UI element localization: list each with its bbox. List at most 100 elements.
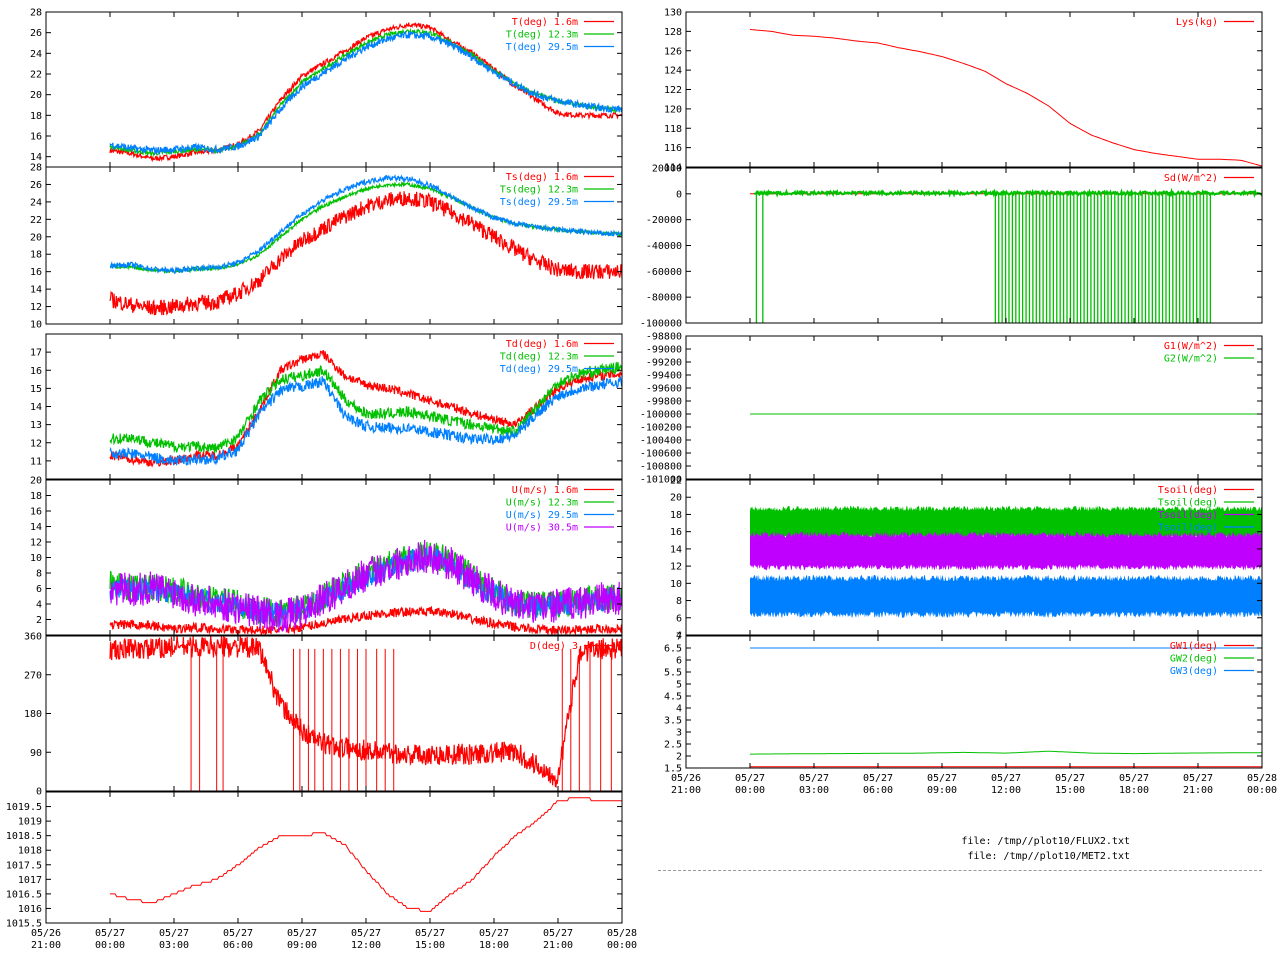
ytick-label: 14 [30, 522, 42, 533]
series-line-tsonic-2 [110, 174, 622, 274]
xtick-time-label: 15:00 [1055, 785, 1085, 796]
legend-label: G1(W/m^2) [1164, 341, 1218, 352]
ytick-label: 120 [664, 104, 682, 115]
separator [658, 870, 1262, 871]
file-list: file: /tmp//plot10/FLUX2.txt file: /tmp/… [870, 834, 1130, 864]
ytick-label: -100000 [640, 410, 682, 421]
xtick-time-label: 21:00 [671, 785, 701, 796]
ytick-label: 2 [36, 615, 42, 626]
ytick-label: -100400 [640, 436, 682, 447]
xtick-date-label: 05/27 [1119, 773, 1149, 784]
ytick-label: 10 [30, 320, 42, 331]
chart-tsoil: 46810121416182022Tsoil(deg)Tsoil(deg)Tso… [670, 476, 1263, 642]
xtick-date-label: 05/27 [991, 773, 1021, 784]
ytick-label: 28 [30, 163, 42, 174]
ytick-label: 22 [30, 70, 42, 81]
xtick-date-label: 05/27 [351, 928, 381, 939]
ytick-label: 0 [36, 787, 42, 798]
ytick-label: 14 [30, 152, 42, 163]
series-line-temp-2 [109, 30, 622, 156]
ytick-label: 1015.5 [6, 919, 42, 930]
xtick-date-label: 05/27 [863, 773, 893, 784]
ytick-label: -100600 [640, 449, 682, 460]
ytick-label: 14 [670, 544, 682, 555]
chart-temp: 14 16 18 20 22 24 26 28 T(deg) 1.6m T(deg) 12.3mT… [30, 8, 623, 168]
xtick-date-label: 05/27 [927, 773, 957, 784]
xtick-time-label: 12:00 [351, 940, 381, 951]
xtick-date-label: 05/27 [735, 773, 765, 784]
ytick-label: 22 [30, 215, 42, 226]
ytick-label: 12 [30, 538, 42, 549]
ytick-label: 270 [24, 670, 42, 681]
xtick-time-label: 03:00 [159, 940, 189, 951]
ytick-label: 8 [676, 596, 682, 607]
legend-label: T(deg) 1.6m [512, 17, 578, 28]
ytick-label: 20 [670, 493, 682, 504]
band-green [750, 505, 1262, 541]
xtick-time-label: 00:00 [735, 785, 765, 796]
legend-label: Ts(deg) 29.5m [500, 197, 578, 208]
ytick-label: 1018 [18, 846, 42, 857]
plot-area-pressure [110, 797, 622, 912]
chart-tsonic: 10 12 14 16 18 20 22 24 26 28 Ts(deg) 1.6m Ts(deg) … [30, 163, 623, 331]
ytick-label: -40000 [646, 241, 682, 252]
frame-ground [685, 335, 1263, 480]
legend-label: T(deg) 29.5m [506, 42, 578, 53]
ytick-label: 122 [664, 85, 682, 96]
xtick-time-label: 06:00 [863, 785, 893, 796]
ytick-label: -20000 [646, 215, 682, 226]
xtick-date-label: 05/27 [159, 928, 189, 939]
band-magenta [750, 531, 1262, 571]
ytick-label: 5.5 [664, 668, 682, 679]
ytick-label: 14 [30, 285, 42, 296]
ytick-label: 24 [30, 197, 42, 208]
chart-ground: -101000 -100800 -100600 -100400 -100200 -1000… [640, 332, 1263, 486]
legend-label: D(deg) 3 [530, 641, 578, 652]
plot-area-tsonic [109, 174, 622, 316]
ytick-label: 130 [664, 8, 682, 19]
ytick-label: 18 [670, 510, 682, 521]
ytick-label: -99200 [646, 358, 682, 369]
legend-label: Ts(deg) 12.3m [500, 185, 578, 196]
legend-label: GW1(deg) [1170, 641, 1218, 652]
ytick-label: 0 [676, 189, 682, 200]
ytick-label: 124 [664, 66, 682, 77]
chart-lys: 114 116 118 120 122 124 126 128 130 Lys(kg) [664, 8, 1263, 174]
ytick-label: 16 [30, 507, 42, 518]
file-label-met: file: /tmp//plot10/MET2.txt [967, 851, 1130, 862]
file-label-flux: file: /tmp//plot10/FLUX2.txt [961, 836, 1130, 847]
band-blue [750, 574, 1262, 618]
ytick-label: 12 [30, 438, 42, 449]
ytick-label: 28 [30, 8, 42, 19]
legend-label: Tsoil(deg) [1158, 510, 1218, 521]
series-line-wind-3 [109, 539, 622, 633]
legend-label: Lys(kg) [1176, 17, 1218, 28]
ytick-label: 126 [664, 46, 682, 57]
legend-label: U(m/s) 1.6m [512, 485, 578, 496]
ytick-label: 4.5 [664, 692, 682, 703]
ytick-label: 12 [670, 562, 682, 573]
sd-green-trace [753, 187, 1262, 199]
legend-label: Td(deg) 12.3m [500, 352, 578, 363]
xtick-time-label: 03:00 [799, 785, 829, 796]
ytick-label: 6.5 [664, 644, 682, 655]
ytick-label: -100200 [640, 423, 682, 434]
legend-label: U(m/s) 30.5m [506, 523, 578, 534]
xtick-date-label: 05/28 [1247, 773, 1277, 784]
ytick-label: 20 [30, 90, 42, 101]
ytick-label: 14 [30, 402, 42, 413]
legend-label: Tsoil(deg) [1158, 523, 1218, 534]
xtick-time-label: 18:00 [479, 940, 509, 951]
ytick-label: 15 [30, 384, 42, 395]
xtick-time-label: 00:00 [95, 940, 125, 951]
xtick-time-label: 21:00 [31, 940, 61, 951]
ytick-label: 180 [24, 709, 42, 720]
ytick-label: 16 [670, 527, 682, 538]
ytick-label: 5 [676, 680, 682, 691]
xtick-date-label: 05/27 [415, 928, 445, 939]
plot-area-lys [749, 28, 1262, 167]
ytick-label: -80000 [646, 293, 682, 304]
xtick-date-label: 05/27 [479, 928, 509, 939]
xtick-time-label: 00:00 [1247, 785, 1277, 796]
